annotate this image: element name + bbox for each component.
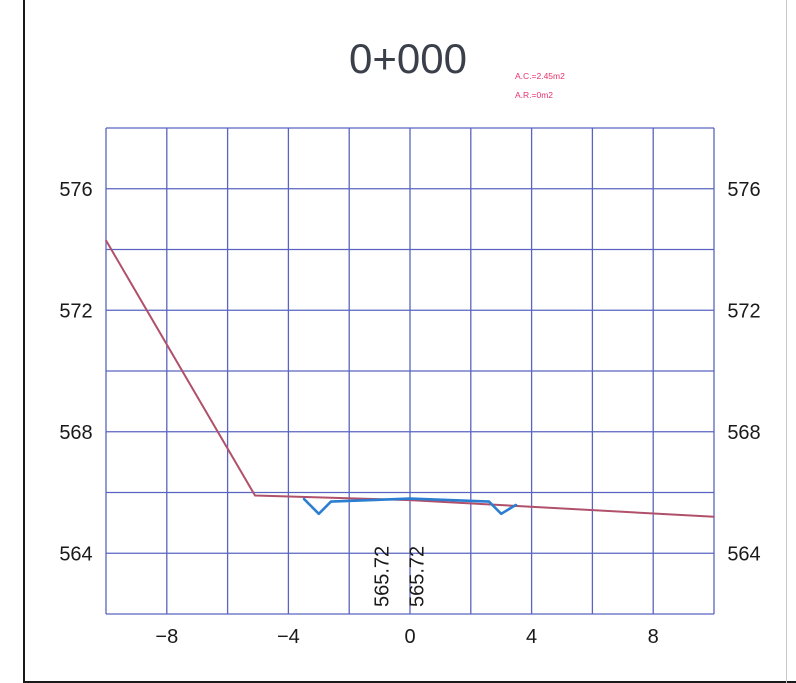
road-section-point [302,497,305,500]
y-tick-label-left: 564 [59,543,92,565]
y-tick-label-left: 576 [59,179,92,201]
frame-right-border [786,0,787,683]
chart-title: 0+000 [349,35,467,82]
elevation-data-label: 565.72 [372,546,394,607]
road-section-point [515,503,518,506]
chart-series-layer [105,239,715,518]
ground-profile-point [254,494,256,497]
x-tick-label: 0 [404,626,415,648]
y-tick-label-right: 564 [727,543,760,565]
ground-profile-line [105,239,715,518]
ground-profile-point [713,516,715,518]
road-section-point [330,500,332,503]
road-section-point [500,512,503,515]
road-section-point [488,500,490,503]
frame-left-border [23,0,25,683]
chart-grid: −8 −4 0 4 8 564 564 568 568 572 572 576 576 [59,127,761,648]
y-tick-label-right: 572 [727,300,760,322]
chart-labels-layer: 565.72 565.72 [372,546,429,607]
y-tick-label-left: 572 [59,300,92,322]
x-tick-label: −4 [277,626,300,648]
x-tick-label: 8 [648,626,659,648]
area-fill-annotation: A.R.=0m2 [515,90,553,100]
y-tick-label-right: 568 [727,422,760,444]
frame-bottom-border [23,681,796,683]
ground-profile-point [105,239,107,242]
y-tick-label-left: 568 [59,422,92,444]
y-tick-label-right: 576 [727,179,760,201]
x-tick-label: 4 [526,626,537,648]
road-section-point [409,497,411,500]
area-cut-annotation: A.C.=2.45m2 [515,71,565,81]
elevation-data-label: 565.72 [407,546,429,607]
road-section-point [318,512,320,515]
x-tick-label: −8 [155,626,178,648]
